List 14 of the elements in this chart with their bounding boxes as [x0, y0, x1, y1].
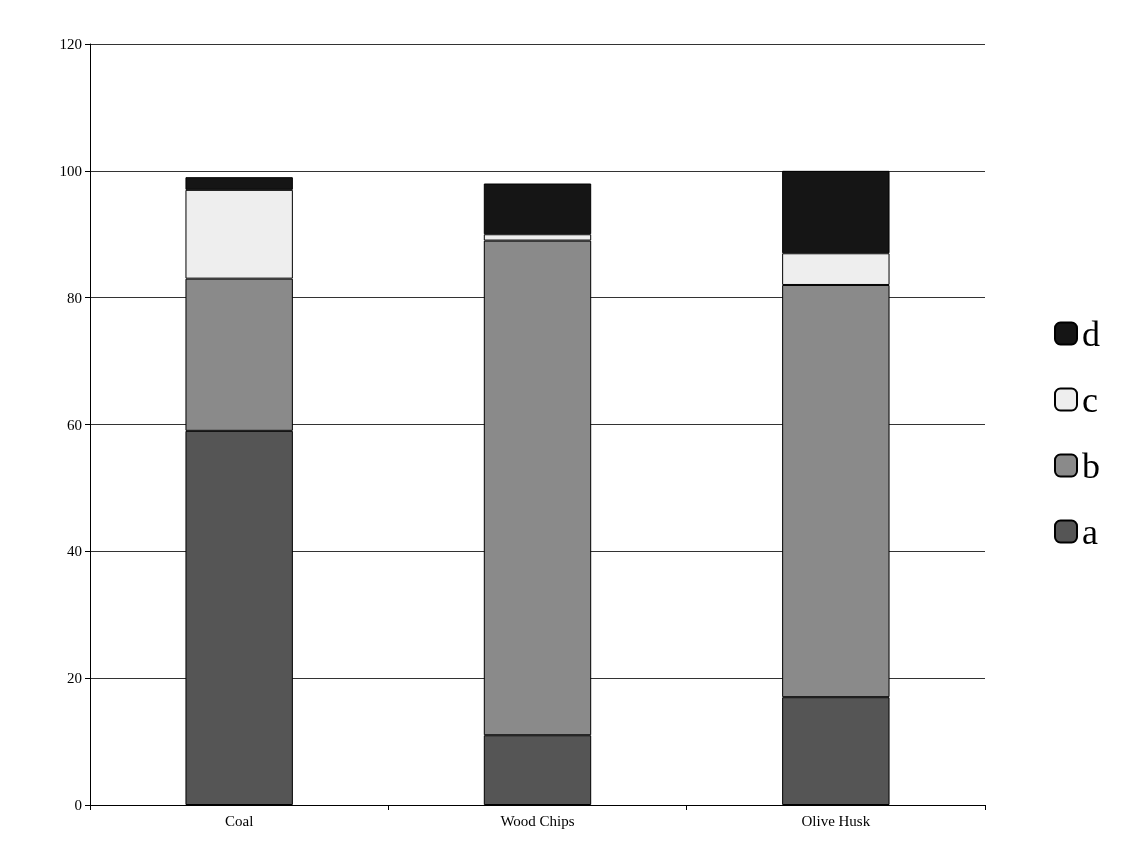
- y-tick-label: 60: [67, 416, 82, 433]
- y-tick-label: 20: [67, 670, 82, 687]
- legend-label: a: [1082, 511, 1098, 552]
- legend-label: d: [1082, 313, 1100, 354]
- y-tick-label: 100: [59, 162, 82, 179]
- x-tick-label: Coal: [224, 812, 254, 829]
- y-tick-label: 120: [59, 36, 82, 52]
- x-tick-label: Olive Husk: [801, 812, 871, 829]
- y-tick-label: 0: [74, 797, 82, 813]
- legend-label: b: [1082, 445, 1100, 486]
- legend-label: c: [1082, 379, 1098, 420]
- y-tick-label: 80: [67, 289, 82, 306]
- y-tick-label: 40: [67, 543, 82, 560]
- x-tick-label: Wood Chips: [500, 812, 575, 829]
